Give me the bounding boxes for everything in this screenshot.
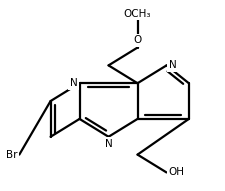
- Text: N: N: [104, 139, 112, 149]
- Text: O: O: [133, 35, 141, 45]
- Text: OCH₃: OCH₃: [123, 9, 151, 19]
- Text: N: N: [69, 78, 77, 88]
- Text: Br: Br: [6, 150, 17, 160]
- Text: OH: OH: [168, 168, 184, 177]
- Text: N: N: [168, 60, 176, 70]
